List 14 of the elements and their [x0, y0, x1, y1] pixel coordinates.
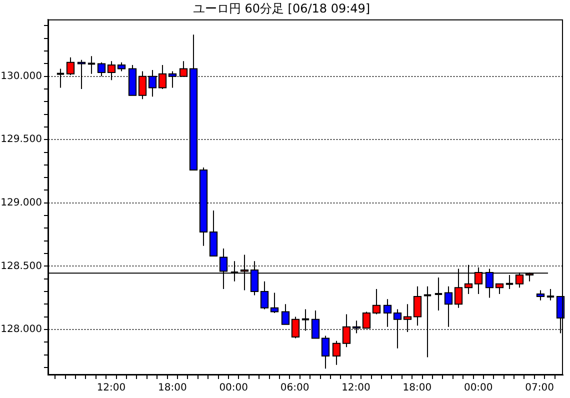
y-tick-label: 129.500: [0, 134, 42, 146]
x-tick-label: 12:00: [342, 382, 370, 394]
y-tick-label: 128.500: [0, 260, 42, 272]
x-tick-label: 07:00: [525, 382, 554, 394]
y-tick-label: 129.000: [0, 197, 42, 208]
x-tick-label: 12:00: [96, 382, 126, 394]
x-tick-label: 18:00: [158, 382, 187, 394]
chart-title: ユーロ円 60分足 [06/18 09:49]: [192, 1, 370, 16]
x-tick-label: 00:00: [219, 382, 248, 394]
y-tick-label: 130.000: [0, 70, 42, 82]
y-tick-label: 128.000: [0, 324, 42, 336]
x-tick-label: 18:00: [402, 382, 432, 394]
x-tick-label: 06:00: [280, 382, 310, 394]
x-tick-label: 00:00: [464, 382, 493, 394]
